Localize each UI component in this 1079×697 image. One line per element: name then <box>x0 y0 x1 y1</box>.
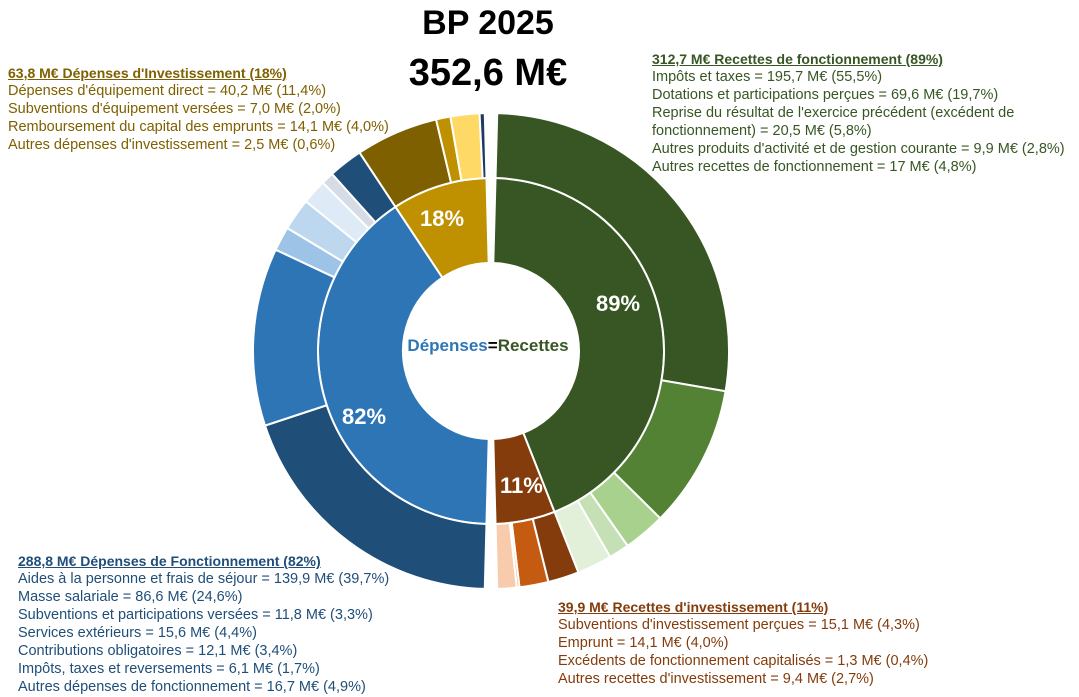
legend-recettes-investissement: 39,9 M€ Recettes d'investissement (11%) … <box>558 598 928 688</box>
legend-item: Masse salariale = 86,6 M€ (24,6%) <box>18 589 243 605</box>
legend-item: Autres dépenses d'investissement = 2,5 M… <box>8 137 336 153</box>
legend-head: 63,8 M€ Dépenses d'Investissement (18%) <box>8 65 287 81</box>
chart-total: 352,6 M€ <box>408 52 568 94</box>
legend-item: Contributions obligatoires = 12,1 M€ (3,… <box>18 643 298 659</box>
legend-item: Remboursement du capital des emprunts = … <box>8 119 389 135</box>
legend-item: Autres produits d'activité et de gestion… <box>652 141 1065 157</box>
legend-item: Impôts, taxes et reversements = 6,1 M€ (… <box>18 661 320 677</box>
legend-item: Autres recettes d'investissement = 9,4 M… <box>558 671 874 687</box>
chart-title: BP 2025 <box>422 4 554 42</box>
legend-head: 312,7 M€ Recettes de fonctionnement (89%… <box>652 51 943 67</box>
legend-item: Subventions d'équipement versées = 7,0 M… <box>8 101 341 117</box>
center-label-equals: = <box>487 336 498 355</box>
legend-item: Emprunt = 14,1 M€ (4,0%) <box>558 635 729 651</box>
outer-slice-autres-depenses-d-investissement <box>478 112 488 180</box>
pct-label-depenses-fonctionnement: 82% <box>342 404 387 429</box>
legend-item: Aides à la personne et frais de séjour =… <box>18 571 390 587</box>
legend-item: Dépenses d'équipement direct = 40,2 M€ (… <box>8 83 327 99</box>
legend-recettes-fonctionnement: 312,7 M€ Recettes de fonctionnement (89%… <box>652 50 1065 176</box>
legend-item: Impôts et taxes = 195,7 M€ (55,5%) <box>652 69 883 85</box>
legend-item: Autres dépenses de fonctionnement = 16,7… <box>18 679 366 695</box>
pct-label-recettes-investissement: 11% <box>500 473 543 498</box>
center-label-depenses: Dépenses <box>407 336 488 355</box>
outer-slice-autres-recettes-d-investissement <box>494 521 518 590</box>
legend-item: Excédents de fonctionnement capitalisés … <box>558 653 929 669</box>
legend-item: Reprise du résultat de l'exercice précéd… <box>652 105 1015 139</box>
legend-item: Subventions et participations versées = … <box>18 607 373 623</box>
legend-depenses-investissement: 63,8 M€ Dépenses d'Investissement (18%) … <box>8 64 389 154</box>
legend-item: Dotations et participations perçues = 69… <box>652 87 999 103</box>
pct-label-recettes-fonctionnement: 89% <box>596 291 641 316</box>
legend-head: 288,8 M€ Dépenses de Fonctionnement (82%… <box>18 553 321 569</box>
legend-item: Subventions d'investissement perçues = 1… <box>558 617 920 633</box>
legend-item: Autres recettes de fonctionnement = 17 M… <box>652 159 977 175</box>
legend-item: Services extérieurs = 15,6 M€ (4,4%) <box>18 625 257 641</box>
legend-head: 39,9 M€ Recettes d'investissement (11%) <box>558 599 829 615</box>
center-label-recettes: Recettes <box>497 336 569 355</box>
center-label: Dépenses=Recettes <box>388 336 588 356</box>
legend-depenses-fonctionnement: 288,8 M€ Dépenses de Fonctionnement (82%… <box>18 552 389 696</box>
pct-label-depenses-investissement: 18% <box>420 206 465 231</box>
